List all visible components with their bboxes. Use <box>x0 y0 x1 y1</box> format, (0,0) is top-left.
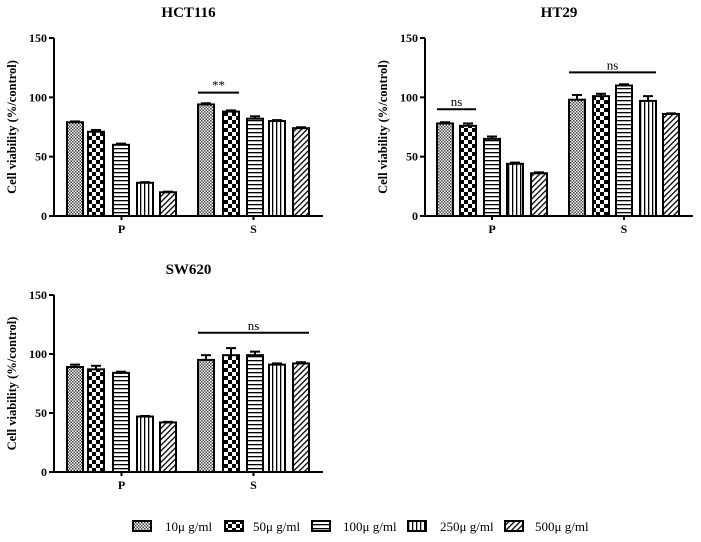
y-tick-label: 50 <box>35 150 47 164</box>
y-tick-label: 150 <box>400 31 418 45</box>
legend-item-0: 10μ g/ml <box>132 519 212 534</box>
y-tick-label: 0 <box>412 209 418 223</box>
bar-s-series-3 <box>639 99 657 217</box>
bar-s-series-2 <box>246 117 264 217</box>
bar-p-series-1 <box>87 130 105 218</box>
y-tick-label: 0 <box>41 209 47 223</box>
legend-label: 10μ g/ml <box>165 519 212 534</box>
y-tick-label: 0 <box>41 465 47 479</box>
bar-s-series-1 <box>222 110 240 217</box>
bar-p-series-3 <box>136 181 154 217</box>
x-tick-label: S <box>621 222 628 236</box>
legend-label: 500μ g/ml <box>535 519 589 534</box>
chart-title: SW620 <box>166 262 212 278</box>
bar-s-series-0 <box>197 103 215 217</box>
y-tick-label: 100 <box>29 347 47 361</box>
bar-s-series-4 <box>662 112 680 217</box>
panel-hct116: HCT116 0 50 100 150 Cell viability (%/control… <box>5 5 323 236</box>
significance-label: ns <box>451 94 463 109</box>
x-tick-label: S <box>250 222 257 236</box>
bar-p-series-1 <box>459 124 477 217</box>
legend-swatch-horizontal-lines <box>311 520 331 532</box>
bar-s-series-0 <box>568 98 586 217</box>
legend-item-1: 50μ g/ml <box>224 519 300 534</box>
bar-s-series-3 <box>268 120 286 217</box>
legend-label: 250μ g/ml <box>440 519 494 534</box>
legend-item-2: 100μ g/ml <box>311 519 397 534</box>
y-tick-label: 150 <box>29 288 47 302</box>
chart-title: HT29 <box>541 5 578 21</box>
bar-s-series-1 <box>592 95 610 217</box>
bar-p-series-0 <box>66 365 84 474</box>
legend-label: 50μ g/ml <box>253 519 300 534</box>
x-tick-label: P <box>488 222 495 236</box>
y-axis-label: Cell viability (%/control) <box>5 317 19 451</box>
y-tick-label: 100 <box>29 90 47 104</box>
bar-p-series-1 <box>87 368 105 473</box>
bar-s-series-4 <box>292 127 310 217</box>
panel-sw620: SW620 0 50 100 150 Cell viability (%/control)… <box>5 262 323 492</box>
y-tick-label: 150 <box>29 31 47 45</box>
legend-swatch-diagonal-lines <box>504 520 524 532</box>
significance-label: ns <box>607 57 619 72</box>
legend-item-3: 250μ g/ml <box>407 519 494 534</box>
bar-p-series-0 <box>66 121 84 217</box>
legend-swatch-checkerboard <box>224 520 244 532</box>
bar-p-series-0 <box>436 122 454 217</box>
chart-title: HCT116 <box>161 5 216 21</box>
legend: 10μ g/ml 50μ g/ml 100μ g/ml 250μ g/ml 500μ g… <box>132 519 589 534</box>
bar-p-series-3 <box>506 162 524 217</box>
x-tick-label: P <box>118 478 125 492</box>
significance-label: ** <box>212 78 225 93</box>
bar-p-series-4 <box>530 172 548 217</box>
bar-p-series-2 <box>112 371 130 474</box>
x-tick-label: S <box>250 478 257 492</box>
panel-ht29: HT29 0 50 100 150 Cell viability (%/control) P… <box>376 5 693 236</box>
bar-s-series-2 <box>246 354 264 473</box>
legend-swatch-fine-checker <box>132 520 152 532</box>
bar-p-series-4 <box>159 421 177 474</box>
y-tick-label: 100 <box>400 90 418 104</box>
bar-s-series-2 <box>615 84 633 218</box>
bar-s-series-0 <box>197 358 215 473</box>
significance-label: ns <box>248 318 260 333</box>
bar-p-series-3 <box>136 415 154 474</box>
y-axis-label: Cell viability (%/control) <box>5 60 19 194</box>
y-tick-label: 50 <box>406 150 418 164</box>
bar-s-series-4 <box>292 362 310 473</box>
legend-swatch-vertical-lines <box>407 520 427 532</box>
bar-s-series-1 <box>222 354 240 473</box>
legend-label: 100μ g/ml <box>343 519 397 534</box>
x-tick-label: P <box>118 222 125 236</box>
bar-p-series-2 <box>483 137 501 217</box>
y-tick-label: 50 <box>35 406 47 420</box>
bar-p-series-4 <box>159 191 177 217</box>
legend-item-4: 500μ g/ml <box>504 519 589 534</box>
bar-p-series-2 <box>112 143 130 217</box>
bar-s-series-3 <box>268 363 286 473</box>
y-axis-label: Cell viability (%/control) <box>376 60 390 194</box>
